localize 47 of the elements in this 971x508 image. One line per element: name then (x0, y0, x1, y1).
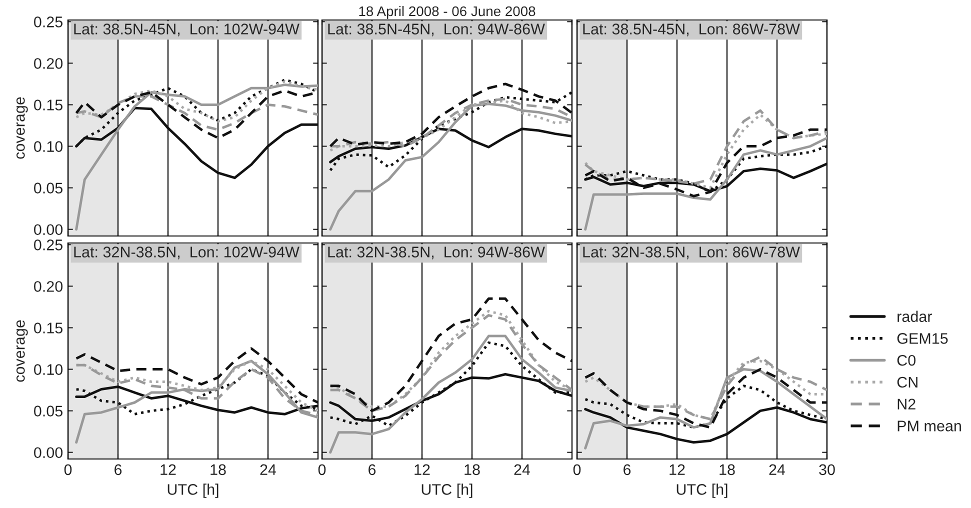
y-tick-label: 0.00 (34, 447, 63, 458)
y-axis-title: coverage (16, 320, 28, 382)
x-tick-label: 18 (464, 464, 480, 476)
legend-label: CN (897, 376, 918, 388)
x-tick-label: 30 (819, 464, 835, 476)
y-tick-label: 0.20 (34, 58, 63, 69)
x-tick-label: 6 (114, 464, 122, 476)
x-tick-label: 12 (414, 464, 430, 475)
x-tick-label: 24 (514, 464, 530, 475)
x-tick-label: 0 (318, 464, 326, 476)
y-axis-title: coverage (16, 97, 28, 159)
x-tick-label: 12 (670, 464, 685, 475)
x-tick-label: 12 (160, 464, 176, 475)
legend-label: radar (898, 310, 932, 322)
y-tick-label: 0.00 (34, 224, 63, 236)
y-tick-label: 0.20 (34, 281, 63, 292)
x-tick-label: 6 (368, 464, 376, 476)
chart-title: Lat: 38.5N-45N, Lon: 86W-78W (583, 24, 800, 36)
y-tick-label: 0.25 (34, 240, 62, 250)
chart-title: Lat: 32N-38.5N, Lon: 94W-86W (328, 246, 545, 260)
x-axis-title: UTC [h] (422, 484, 472, 498)
x-axis-title: UTC [h] (676, 484, 728, 498)
x-axis-title: UTC [h] (168, 484, 218, 498)
chart-title: Lat: 38.5N-45N, Lon: 102W-94W (74, 24, 300, 36)
y-tick-label: 0.15 (34, 100, 62, 110)
x-tick-label: 6 (624, 464, 631, 476)
x-tick-label: 18 (720, 464, 735, 476)
x-tick-label: 0 (573, 464, 581, 476)
x-tick-label: 18 (210, 464, 226, 476)
line-series (75, 80, 318, 123)
y-tick-label: 0.05 (34, 182, 62, 194)
x-tick-label: 24 (260, 464, 276, 475)
legend-label: N2 (898, 398, 916, 410)
x-tick-label: 24 (769, 464, 786, 475)
x-tick-label: 0 (64, 464, 72, 476)
chart-title: Lat: 38.5N-45N, Lon: 94W-86W (328, 24, 545, 36)
chart-title: Lat: 32N-38.5N, Lon: 102W-94W (74, 246, 300, 260)
text: 18 April 2008 - 06 June 2008 (359, 6, 536, 19)
y-tick-label: 0.10 (34, 364, 63, 375)
legend-label: C0 (897, 354, 916, 366)
chart-title: Lat: 32N-38.5N, Lon: 86W-78W (583, 246, 800, 260)
y-tick-label: 0.15 (34, 322, 62, 334)
y-tick-label: 0.25 (34, 16, 62, 28)
legend-label: PM mean (898, 420, 961, 432)
y-tick-label: 0.10 (34, 141, 63, 152)
y-tick-label: 0.05 (34, 406, 62, 416)
legend-label: GEM15 (897, 333, 948, 344)
